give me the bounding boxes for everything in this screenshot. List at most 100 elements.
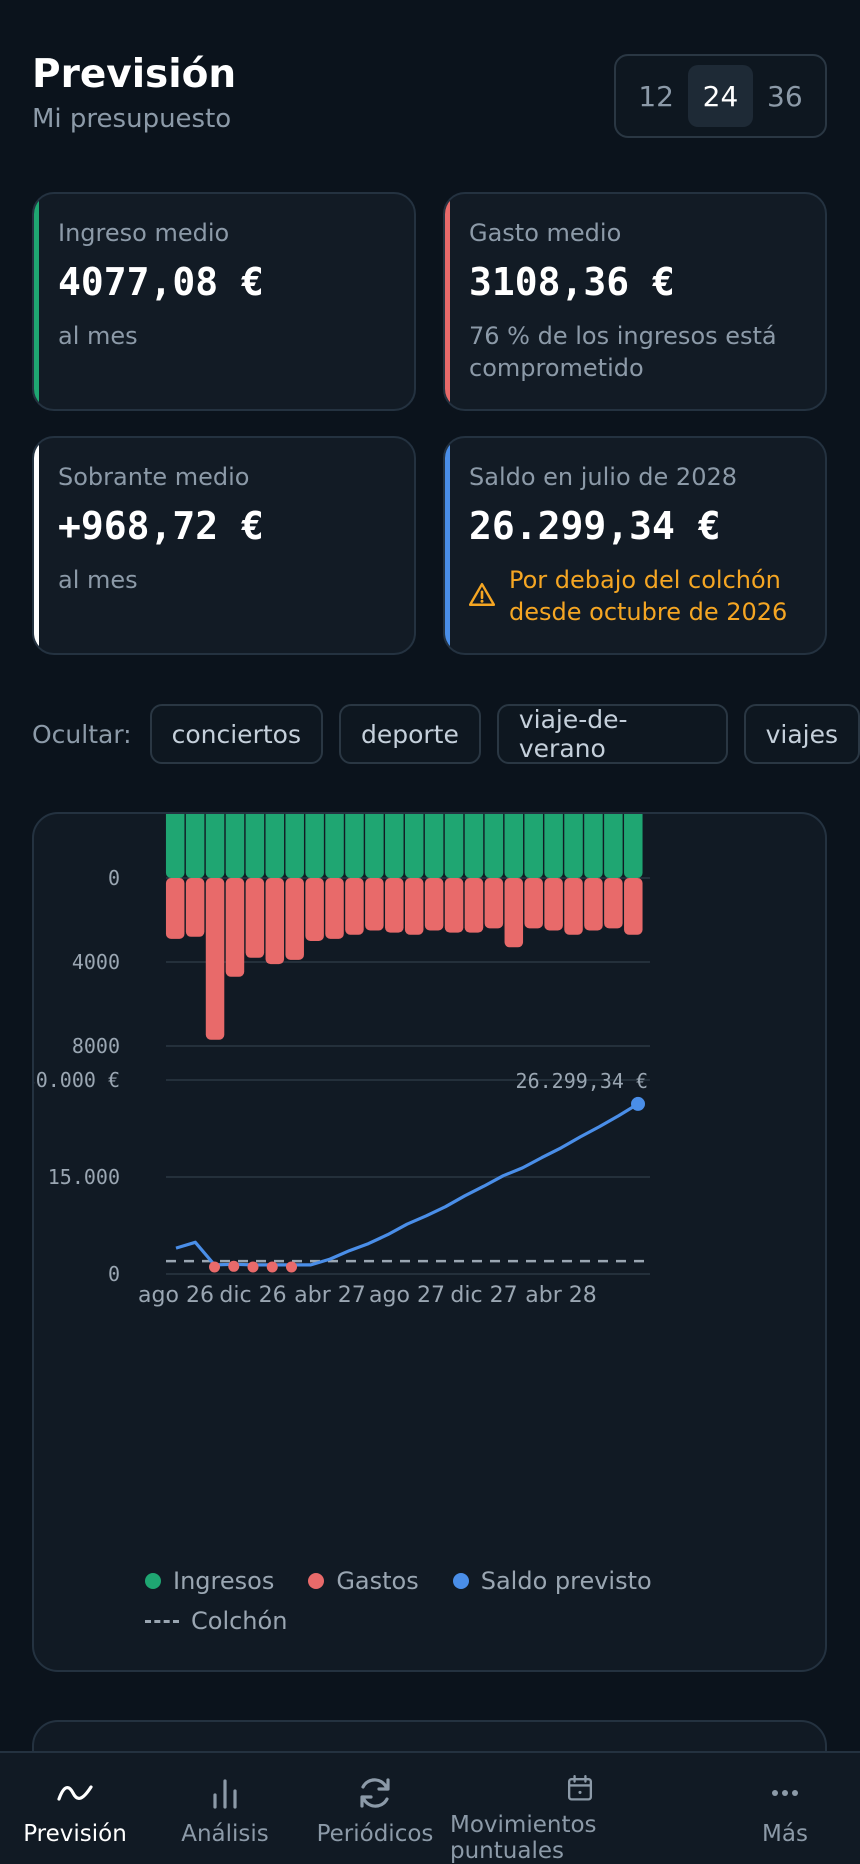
warning-line-2: desde octubre de 2026: [509, 598, 788, 626]
x-tick-label: dic 26: [219, 1283, 286, 1308]
income-bar: [385, 814, 404, 878]
nav-movimientos-label: Movimientos puntuales: [450, 1812, 597, 1864]
expense-bar: [524, 878, 543, 929]
expense-bar: [345, 878, 364, 935]
income-bar: [484, 814, 504, 878]
nav-movimientos[interactable]: Movimientos puntuales: [450, 1753, 710, 1864]
forecast-chart-card: 8000 €400004000800030.000 €15.000026.299…: [32, 812, 827, 1672]
income-bar: [165, 814, 185, 878]
expense-bar: [484, 878, 504, 929]
expense-bar: [205, 878, 225, 1040]
expense-bar: [265, 878, 285, 965]
balance-end-point: [631, 1096, 645, 1111]
filter-chip-conciertos[interactable]: conciertos: [149, 704, 323, 764]
expense-bar: [564, 878, 583, 935]
balance-label: Saldo en julio de 2028: [469, 463, 737, 491]
below-cushion-marker: [286, 1261, 297, 1273]
nav-analisis[interactable]: Análisis: [150, 1753, 300, 1864]
warning-icon: [469, 582, 495, 606]
income-bar: [424, 814, 444, 878]
income-bar: [604, 814, 623, 878]
expense-bar: [245, 878, 265, 958]
balance-end-label: 26.299,34 €: [516, 1069, 648, 1093]
income-bar: [185, 814, 205, 878]
more-icon: [772, 1790, 798, 1796]
bar-chart-icon: [213, 1779, 237, 1809]
surplus-value: +968,72 €: [58, 504, 264, 548]
below-cushion-marker: [228, 1260, 240, 1272]
income-bar: [345, 814, 364, 878]
income-bar: [325, 814, 344, 878]
page-title: Previsión: [32, 52, 237, 97]
bar-y-tick-label: 8000: [72, 1034, 120, 1058]
legend-balance-label: Saldo previsto: [480, 1567, 652, 1595]
surplus-label: Sobrante medio: [58, 463, 250, 491]
income-bar: [624, 814, 643, 878]
range-option-36[interactable]: 36: [767, 79, 803, 113]
legend-cushion-label: Colchón: [191, 1607, 288, 1635]
filter-chip-viajes[interactable]: viajes: [743, 704, 860, 764]
calendar-icon: [567, 1774, 593, 1801]
income-bar: [305, 814, 324, 878]
range-selector: 12 24 36: [614, 54, 827, 138]
expense-bar: [165, 878, 185, 939]
filter-chip-viaje-de-verano[interactable]: viaje-de-verano: [496, 704, 728, 764]
expense-bar: [444, 878, 464, 933]
income-bar: [265, 814, 285, 878]
expense-bar: [624, 878, 643, 935]
nav-prevision[interactable]: Previsión: [0, 1753, 150, 1864]
line-y-tick-label: 0: [108, 1262, 120, 1286]
expense-dot-icon: [308, 1573, 325, 1589]
income-card: Ingreso medio 4077,08 € al mes: [32, 192, 416, 411]
expense-bar: [404, 878, 424, 935]
surplus-sub: al mes: [58, 566, 138, 594]
expense-bar: [504, 878, 524, 948]
expense-bar: [185, 878, 205, 937]
expense-bar: [584, 878, 603, 931]
income-dot-icon: [145, 1573, 161, 1589]
income-bar: [225, 814, 245, 878]
expense-card: Gasto medio 3108,36 € 76 % de los ingres…: [443, 192, 827, 411]
refresh-icon: [360, 1778, 390, 1808]
bottom-nav: Previsión Análisis Periódicos Movimiento…: [0, 1751, 860, 1864]
income-label: Ingreso medio: [58, 219, 230, 247]
income-bar: [444, 814, 464, 878]
expense-accent-bar: [445, 194, 450, 409]
balance-dot-icon: [452, 1573, 469, 1589]
nav-periodicos-label: Periódicos: [316, 1821, 434, 1847]
expense-bar: [424, 878, 444, 931]
legend-income-label: Ingresos: [173, 1567, 275, 1595]
balance-value: 26.299,34 €: [469, 504, 721, 548]
expense-bar: [285, 878, 304, 960]
nav-analisis-label: Análisis: [181, 1821, 269, 1847]
nav-periodicos[interactable]: Periódicos: [300, 1753, 450, 1864]
x-tick-label: abr 27: [294, 1283, 365, 1308]
x-tick-label: ago 26: [138, 1283, 214, 1308]
nav-prevision-label: Previsión: [23, 1821, 127, 1847]
chart-legend: Ingresos Gastos Saldo previsto Colchón: [145, 1567, 785, 1635]
range-option-12[interactable]: 12: [638, 79, 674, 113]
legend-income: Ingresos: [145, 1567, 275, 1595]
expense-bar: [305, 878, 324, 941]
income-accent-bar: [34, 194, 39, 409]
below-cushion-marker: [209, 1261, 220, 1273]
x-tick-label: ago 27: [369, 1283, 445, 1308]
balance-accent-bar: [445, 438, 450, 653]
line-y-tick-label: 30.000 €: [34, 1068, 120, 1092]
nav-mas-label: Más: [762, 1821, 808, 1847]
cushion-dash-icon: [145, 1619, 179, 1623]
income-sub: al mes: [58, 322, 138, 350]
expense-bar: [365, 878, 384, 931]
below-cushion-marker: [266, 1261, 278, 1273]
nav-mas[interactable]: Más: [710, 1753, 860, 1864]
income-bar: [205, 814, 225, 878]
expense-bar: [225, 878, 245, 977]
income-bar: [285, 814, 304, 878]
filter-chip-deporte[interactable]: deporte: [338, 704, 481, 764]
range-option-24[interactable]: 24: [688, 65, 753, 127]
x-tick-label: dic 27: [450, 1283, 517, 1308]
warning-line-1: Por debajo del colchón: [509, 566, 781, 594]
income-bar: [564, 814, 583, 878]
income-bar: [245, 814, 265, 878]
income-bar: [464, 814, 484, 878]
